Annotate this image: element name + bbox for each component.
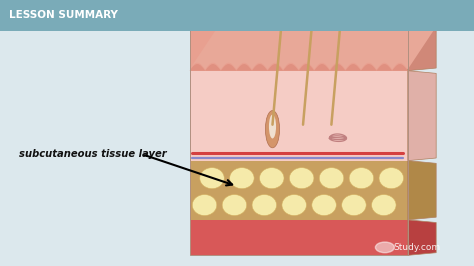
Ellipse shape bbox=[252, 194, 276, 215]
Ellipse shape bbox=[265, 111, 280, 148]
Bar bbox=[190, 220, 408, 255]
Circle shape bbox=[375, 242, 394, 253]
Bar bbox=[190, 19, 408, 255]
FancyBboxPatch shape bbox=[0, 0, 474, 31]
Bar bbox=[190, 19, 408, 71]
Ellipse shape bbox=[379, 168, 403, 189]
Text: LESSON SUMMARY: LESSON SUMMARY bbox=[9, 10, 119, 20]
Polygon shape bbox=[408, 71, 436, 161]
Ellipse shape bbox=[319, 168, 344, 189]
Ellipse shape bbox=[312, 194, 337, 215]
Polygon shape bbox=[190, 64, 408, 71]
Ellipse shape bbox=[192, 194, 217, 215]
Polygon shape bbox=[408, 220, 436, 255]
Polygon shape bbox=[408, 161, 436, 220]
Text: Study.com: Study.com bbox=[393, 243, 441, 252]
Ellipse shape bbox=[260, 168, 284, 189]
Ellipse shape bbox=[222, 194, 246, 215]
Ellipse shape bbox=[349, 168, 374, 189]
Ellipse shape bbox=[372, 194, 396, 215]
Ellipse shape bbox=[200, 168, 224, 189]
Ellipse shape bbox=[290, 168, 314, 189]
Ellipse shape bbox=[282, 194, 306, 215]
Bar bbox=[190, 71, 408, 161]
Ellipse shape bbox=[342, 194, 366, 215]
Ellipse shape bbox=[269, 115, 276, 139]
Ellipse shape bbox=[229, 168, 254, 189]
Polygon shape bbox=[190, 19, 436, 27]
Bar bbox=[190, 161, 408, 220]
Text: subcutaneous tissue layer: subcutaneous tissue layer bbox=[19, 149, 166, 159]
Polygon shape bbox=[408, 19, 436, 71]
Polygon shape bbox=[190, 27, 436, 69]
